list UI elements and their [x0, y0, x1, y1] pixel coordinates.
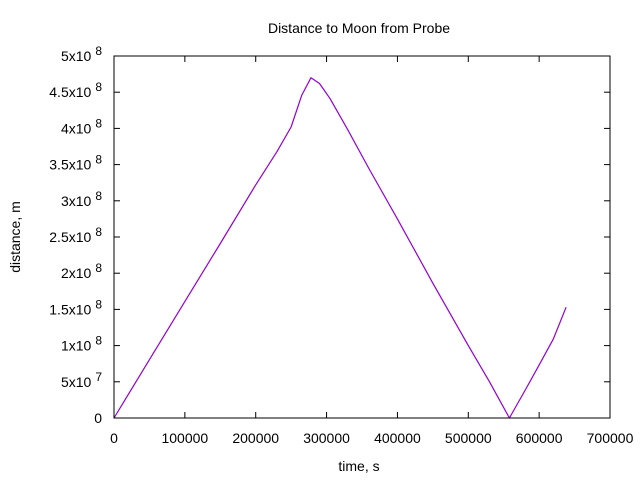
ytick-label: 4x10 8 [61, 116, 102, 136]
xtick-label: 0 [110, 430, 118, 446]
ytick-label: 1x10 8 [61, 334, 102, 354]
x-axis-label: time, s [338, 458, 379, 474]
ytick-label-mantissa: 5x10 [61, 48, 92, 64]
ytick-label: 5x10 8 [61, 44, 102, 64]
ytick-label: 2.5x10 8 [49, 225, 102, 245]
ytick-label: 3.5x10 8 [49, 153, 102, 173]
ytick-label-mantissa: 2.5x10 [49, 229, 91, 245]
ytick-label-exponent: 8 [95, 189, 102, 203]
ytick-label-exponent: 8 [95, 297, 102, 311]
xtick-label: 100000 [161, 430, 208, 446]
xtick-label: 200000 [232, 430, 279, 446]
ytick-label-mantissa: 3x10 [61, 193, 92, 209]
xtick-label: 500000 [445, 430, 492, 446]
ytick-label-mantissa: 4.5x10 [49, 84, 91, 100]
ytick-label-exponent: 7 [95, 370, 102, 384]
xtick-label: 700000 [587, 430, 634, 446]
ytick-label-exponent: 8 [95, 225, 102, 239]
xtick-label: 300000 [303, 430, 350, 446]
ytick-label-mantissa: 2x10 [61, 265, 92, 281]
ytick-label: 3x10 8 [61, 189, 102, 209]
ticks-layer [113, 55, 611, 419]
ytick-label-mantissa: 3.5x10 [49, 157, 91, 173]
xtick-labels: 0 100000 200000 300000 400000 500000 600000 700… [110, 430, 633, 446]
ytick-label-exponent: 8 [95, 80, 102, 94]
ytick-label-exponent: 8 [95, 153, 102, 167]
xtick-label: 400000 [374, 430, 421, 446]
ytick-label-mantissa: 4x10 [61, 120, 92, 136]
ytick-label: 2x10 8 [61, 261, 102, 281]
ytick-label-exponent: 8 [95, 261, 102, 275]
ytick-label-exponent: 8 [95, 44, 102, 58]
chart-title: Distance to Moon from Probe [268, 20, 450, 36]
series-layer [113, 77, 567, 419]
y-axis-label: distance, m [7, 201, 23, 273]
ytick-label: 0 [94, 410, 102, 426]
ytick-label-exponent: 8 [95, 116, 102, 130]
ytick-label: 1.5x10 8 [49, 297, 102, 317]
ytick-label-exponent: 8 [95, 334, 102, 348]
ytick-label-mantissa: 1.5x10 [49, 301, 91, 317]
ytick-label: 4.5x10 8 [49, 80, 102, 100]
series-line [113, 77, 567, 419]
ytick-label-mantissa: 0 [94, 410, 102, 426]
xtick-label: 600000 [516, 430, 563, 446]
ytick-label-mantissa: 5x10 [61, 374, 92, 390]
ytick-label: 5x10 7 [61, 370, 102, 390]
ytick-label-mantissa: 1x10 [61, 338, 92, 354]
plot-frame [113, 55, 611, 419]
